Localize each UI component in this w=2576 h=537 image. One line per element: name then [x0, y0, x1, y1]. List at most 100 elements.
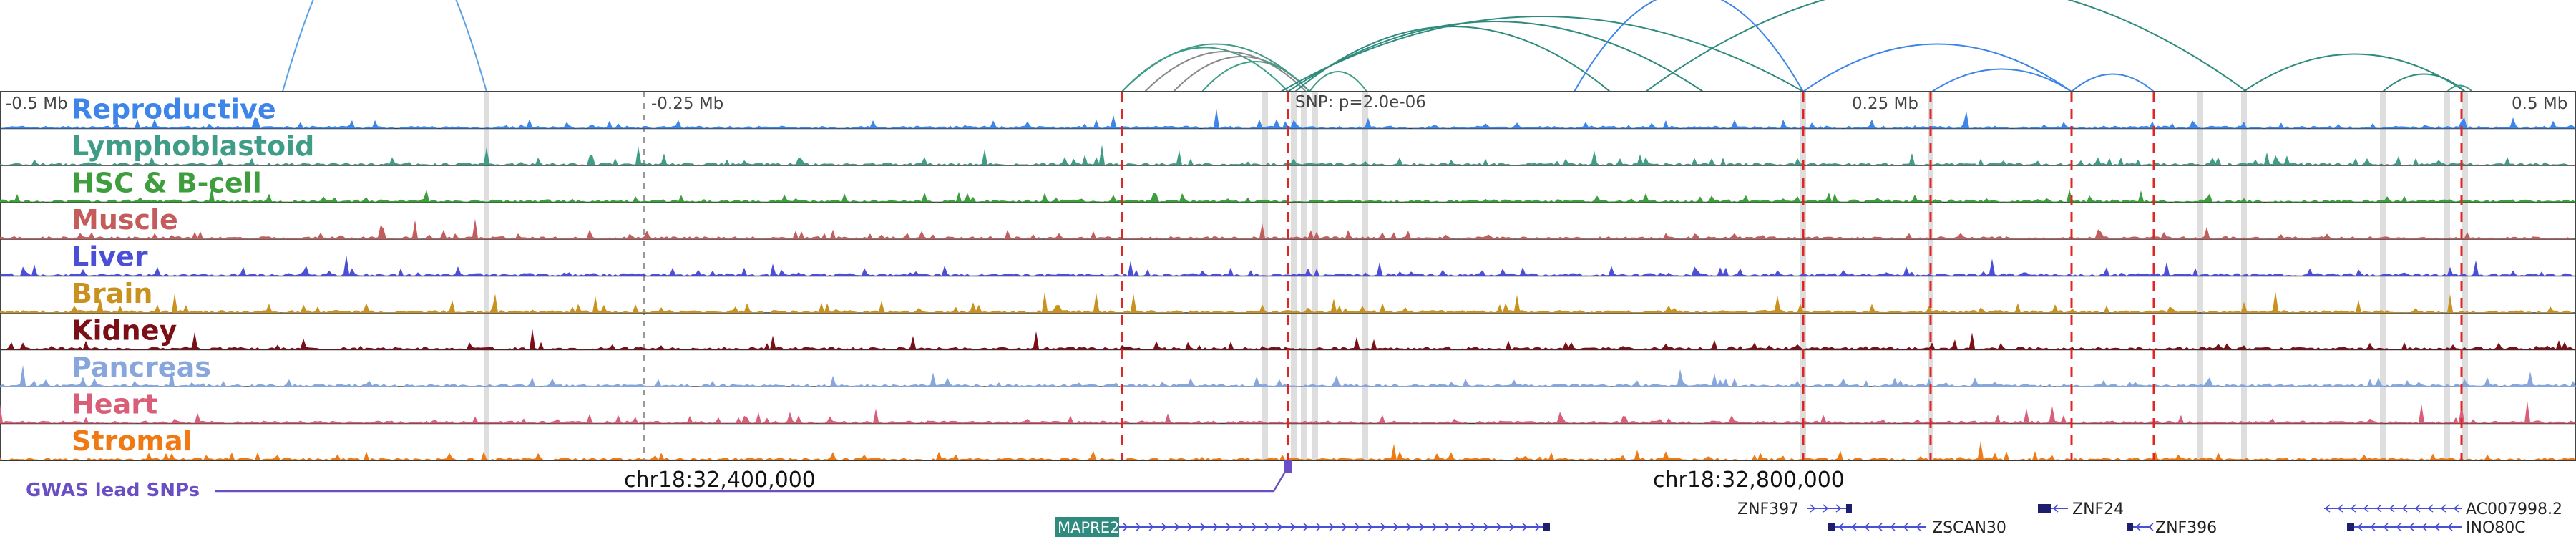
- strand-arrow: [1187, 523, 1194, 531]
- strand-arrow: [1458, 523, 1464, 531]
- strand-arrow: [1432, 523, 1438, 531]
- loop-arc: [1574, 0, 1804, 92]
- strand-arrow: [1445, 523, 1451, 531]
- strand-arrow: [1419, 523, 1425, 531]
- snp-label: SNP: p=2.0e-06: [1295, 93, 1426, 112]
- gene-mapre2-box: [1055, 517, 1119, 537]
- track-label: Reproductive: [72, 94, 276, 125]
- gene-zscan30-label: ZSCAN30: [1932, 519, 2006, 537]
- gene-znf24[interactable]: ZNF24: [2038, 500, 2124, 518]
- gene-track: MAPRE2 ZNF397 ZSCAN30 ZNF24 ZNF396: [1055, 500, 2562, 537]
- strand-arrow: [1889, 523, 1896, 531]
- strand-arrow: [2408, 523, 2414, 531]
- strand-arrow: [2337, 504, 2343, 513]
- strand-arrow: [1380, 523, 1387, 531]
- strand-arrow: [2421, 523, 2427, 531]
- track-label: Brain: [72, 278, 152, 309]
- gene-znf397[interactable]: ZNF397: [1737, 500, 1852, 518]
- loop-arc: [2446, 84, 2473, 92]
- strand-arrow: [2356, 523, 2363, 531]
- gene-ac007998-2-label: AC007998.2: [2466, 500, 2562, 518]
- strand-arrow: [2350, 504, 2356, 513]
- strand-arrow: [1367, 523, 1374, 531]
- tick-plus-0-5: 0.5 Mb: [2512, 95, 2567, 113]
- signal-9: [0, 441, 2576, 460]
- gene-znf396-exon: [2127, 523, 2133, 531]
- gene-ino80c[interactable]: INO80C: [2347, 519, 2526, 537]
- strand-arrow: [2382, 523, 2389, 531]
- loop-arc: [1931, 68, 2072, 92]
- track-label: Stromal: [72, 425, 192, 457]
- strand-arrow: [2440, 504, 2446, 513]
- strand-arrow: [1136, 523, 1142, 531]
- loop-arc: [1287, 21, 1704, 92]
- strand-arrow: [1264, 523, 1271, 531]
- strand-arrow: [2427, 504, 2434, 513]
- gene-mapre2[interactable]: MAPRE2: [1055, 517, 1550, 537]
- strand-arrow: [1342, 523, 1348, 531]
- track-label: HSC & B-cell: [72, 168, 262, 199]
- gene-znf397-exon: [1846, 504, 1852, 513]
- loop-arc: [1802, 43, 2072, 92]
- strand-arrow: [1522, 523, 1528, 531]
- gene-znf24-exon: [2038, 504, 2051, 513]
- track-labels: Reproductive Lymphoblastoid HSC & B-cell Mu…: [72, 94, 314, 458]
- tick-plus-0-25: 0.25 Mb: [1852, 95, 1918, 113]
- strand-arrow: [1863, 523, 1870, 531]
- strand-arrow: [1902, 523, 1908, 531]
- gwas-snp-marker[interactable]: [1284, 460, 1292, 473]
- strand-arrow: [1239, 523, 1245, 531]
- gene-ac007998-2[interactable]: AC007998.2: [2324, 500, 2562, 518]
- strand-arrow: [1876, 523, 1883, 531]
- strand-arrow: [1850, 523, 1857, 531]
- loop-arc: [1280, 16, 1804, 92]
- gene-mapre2-exon: [1543, 523, 1550, 531]
- strand-arrow: [1355, 523, 1361, 531]
- track-label: Kidney: [72, 315, 177, 347]
- strand-arrow: [2401, 504, 2408, 513]
- track-label: Liver: [72, 241, 148, 273]
- strand-arrow: [2369, 523, 2376, 531]
- loop-arc: [1309, 71, 1367, 92]
- strand-arrow: [1277, 523, 1284, 531]
- strand-arrow: [1200, 523, 1206, 531]
- strand-arrow: [1329, 523, 1335, 531]
- strand-arrow: [1226, 523, 1232, 531]
- strand-arrow: [1290, 523, 1297, 531]
- loop-arc: [1201, 61, 1310, 92]
- strand-arrow: [1535, 523, 1541, 531]
- strand-arrow: [1496, 523, 1503, 531]
- gene-ino80c-exon: [2347, 523, 2354, 531]
- track-label: Lymphoblastoid: [72, 130, 314, 162]
- strand-arrow: [1835, 504, 1842, 513]
- strand-arrow: [2324, 504, 2331, 513]
- gwas-connector: [215, 466, 1289, 493]
- strand-arrow: [2052, 504, 2059, 513]
- signal-6: [0, 328, 2576, 350]
- loop-arc: [1121, 47, 1289, 92]
- strand-arrow: [1838, 523, 1844, 531]
- loop-arc: [1144, 51, 1307, 92]
- gene-znf24-label: ZNF24: [2072, 500, 2124, 518]
- loop-arc: [2382, 73, 2466, 92]
- strand-arrow: [1148, 523, 1155, 531]
- gene-znf396[interactable]: ZNF396: [2127, 519, 2217, 537]
- strand-arrow: [1252, 523, 1258, 531]
- track-label: Muscle: [72, 204, 178, 236]
- boundary-markers: [1121, 92, 2463, 460]
- signal-5: [0, 291, 2576, 313]
- signal-0: [0, 108, 2576, 129]
- strand-arrow: [2389, 504, 2395, 513]
- strand-arrow: [2414, 504, 2421, 513]
- strand-arrow: [2395, 523, 2401, 531]
- loop-arc: [2071, 73, 2155, 92]
- strand-arrow: [2446, 523, 2453, 531]
- gene-znf396-label: ZNF396: [2155, 519, 2217, 537]
- strand-arrow: [1213, 523, 1219, 531]
- strand-arrow: [1509, 523, 1516, 531]
- gene-zscan30[interactable]: ZSCAN30: [1828, 519, 2006, 537]
- strand-arrow: [1161, 523, 1168, 531]
- strand-arrow: [2135, 523, 2141, 531]
- gwas-label: GWAS lead SNPs: [26, 480, 200, 501]
